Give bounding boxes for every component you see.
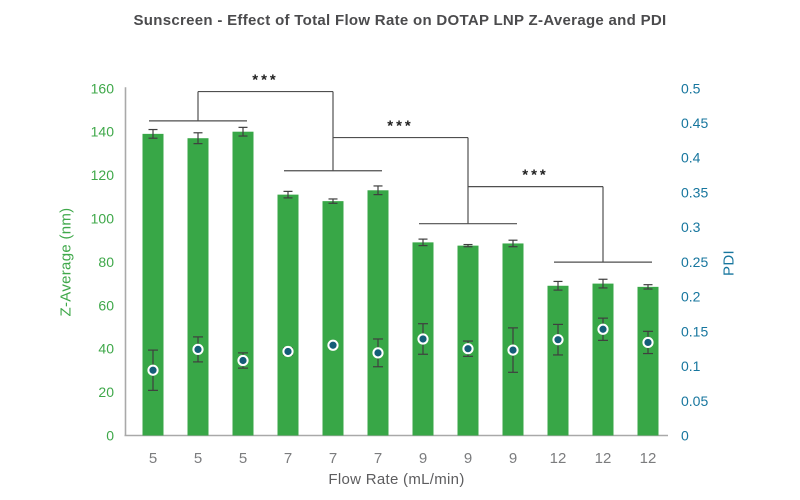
pdi-dot <box>192 343 204 355</box>
x-tick-label: 5 <box>194 450 202 467</box>
bar <box>322 201 344 436</box>
x-tick-label: 5 <box>149 450 157 467</box>
y-right-tick-label: 0.35 <box>681 184 708 200</box>
pdi-dot <box>372 347 384 359</box>
bar <box>547 285 569 436</box>
pdi-dot <box>597 323 609 335</box>
y-axis-right-label: PDI <box>720 250 738 276</box>
x-tick-label: 12 <box>550 450 567 467</box>
pdi-dot <box>507 344 519 356</box>
y-left-tick-label: 0 <box>106 428 114 444</box>
y-right-tick-label: 0.1 <box>681 358 701 374</box>
y-left-tick-label: 120 <box>91 167 115 183</box>
pdi-dot <box>327 339 339 351</box>
pdi-dot <box>642 336 654 349</box>
x-tick-label: 9 <box>419 450 427 467</box>
bar <box>142 133 164 436</box>
pdi-dot <box>147 364 159 376</box>
y-right-tick-label: 0.05 <box>681 393 708 409</box>
x-tick-label: 7 <box>284 450 292 467</box>
y-left-tick-label: 100 <box>91 211 115 227</box>
x-tick-label: 7 <box>329 450 337 467</box>
x-tick-label: 9 <box>464 450 472 467</box>
y-left-tick-label: 20 <box>98 384 114 400</box>
bar <box>637 286 659 436</box>
x-tick-label: 5 <box>239 450 247 467</box>
y-right-tick-label: 0.15 <box>681 323 708 339</box>
y-right-tick-label: 0.25 <box>681 254 708 270</box>
pdi-dot <box>417 333 429 345</box>
bar <box>592 283 614 436</box>
bar <box>367 190 389 436</box>
significance-stars: *** <box>252 72 279 89</box>
y-right-tick-label: 0.45 <box>681 115 708 131</box>
bar <box>277 194 299 436</box>
y-left-tick-label: 80 <box>98 254 114 270</box>
y-left-tick-label: 40 <box>98 341 114 357</box>
pdi-dot <box>282 345 294 358</box>
significance-stars: *** <box>387 118 414 135</box>
x-tick-label: 12 <box>640 450 657 467</box>
y-right-tick-label: 0.4 <box>681 150 701 166</box>
x-tick-label: 7 <box>374 450 382 467</box>
chart-title: Sunscreen - Effect of Total Flow Rate on… <box>133 12 667 29</box>
x-axis-label: Flow Rate (mL/min) <box>328 471 465 488</box>
y-left-tick-label: 160 <box>91 80 115 96</box>
bar <box>232 131 254 436</box>
y-axis-left-label: Z-Average (nm) <box>57 207 75 317</box>
y-right-tick-label: 0.2 <box>681 289 701 305</box>
y-right-tick-label: 0.5 <box>681 80 701 96</box>
pdi-dot <box>237 354 249 367</box>
x-tick-label: 9 <box>509 450 517 467</box>
bar <box>187 138 209 436</box>
y-right-tick-label: 0.3 <box>681 219 701 235</box>
significance-stars: *** <box>522 167 549 184</box>
pdi-dot <box>552 334 564 346</box>
y-left-tick-label: 140 <box>91 124 115 140</box>
x-tick-label: 12 <box>595 450 612 467</box>
pdi-dot <box>462 343 474 355</box>
y-right-tick-label: 0 <box>681 428 689 444</box>
y-left-tick-label: 60 <box>98 297 114 313</box>
